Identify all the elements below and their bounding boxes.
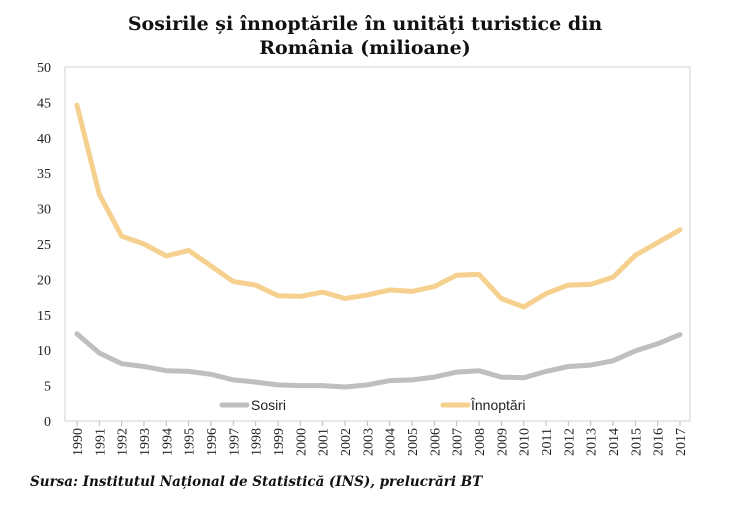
x-tick-label: 2004 — [384, 428, 399, 456]
x-tick-label: 2012 — [562, 428, 577, 456]
x-tick-label: 2017 — [674, 428, 689, 456]
x-tick-label: 2015 — [629, 428, 644, 456]
x-tick-label: 2002 — [339, 428, 354, 456]
chart-title: Sosirile și înnoptările în unități turis… — [0, 12, 730, 60]
y-tick-label: 25 — [37, 238, 51, 253]
y-tick-label: 40 — [37, 132, 51, 147]
x-axis: 1990 1991 1992 1993 1994 1995 1996 1997 1998 1999… — [71, 421, 689, 456]
x-tick-label: 2014 — [607, 428, 622, 456]
y-tick-label: 35 — [37, 167, 51, 182]
x-tick-label: 2007 — [451, 428, 466, 456]
x-tick-label: 2009 — [495, 428, 510, 456]
legend-label: Sosiri — [251, 397, 286, 413]
x-tick-label: 2006 — [428, 428, 443, 456]
chart-title-line-1: Sosirile și înnoptările în unități turis… — [127, 13, 603, 35]
legend: Sosiri Înnoptări — [219, 397, 525, 413]
y-tick-label: 15 — [37, 309, 51, 324]
plot-area-border — [64, 66, 691, 422]
x-tick-label: 1996 — [205, 428, 220, 456]
x-tick-label: 1999 — [272, 428, 287, 456]
x-tick-label: 1990 — [71, 428, 86, 456]
x-tick-label: 1994 — [160, 428, 175, 456]
x-tick-label: 2001 — [317, 428, 332, 456]
y-tick-label: 20 — [37, 273, 51, 288]
x-tick-label: 1991 — [93, 428, 108, 456]
x-tick-label: 1998 — [250, 428, 265, 456]
y-tick-label: 10 — [37, 344, 51, 359]
x-tick-label: 1993 — [138, 428, 153, 456]
y-tick-label: 45 — [37, 96, 51, 111]
x-tick-label: 2008 — [473, 428, 488, 456]
y-tick-label: 50 — [37, 61, 51, 76]
series-line-sosiri — [74, 331, 683, 390]
x-tick-label: 2016 — [652, 428, 667, 456]
x-tick-label: 1997 — [227, 428, 242, 456]
source-note: Sursa: Institutul Național de Statistică… — [30, 474, 483, 490]
x-tick-label: 2011 — [540, 428, 555, 455]
x-tick-label: 2010 — [518, 428, 533, 456]
series-line-innoptari — [74, 102, 683, 310]
y-tick-label: 30 — [37, 203, 51, 218]
x-tick-label: 2005 — [406, 428, 421, 456]
x-tick-label: 1995 — [183, 428, 198, 456]
x-tick-label: 2003 — [361, 428, 376, 456]
x-tick-label: 2000 — [294, 428, 309, 456]
y-axis: 0 5 10 15 20 25 30 35 40 45 50 — [37, 61, 51, 430]
y-tick-label: 5 — [44, 380, 51, 395]
x-tick-label: 1992 — [116, 428, 131, 456]
series-layer — [74, 102, 683, 390]
y-tick-label: 0 — [44, 415, 51, 430]
x-tick-label: 2013 — [585, 428, 600, 456]
legend-label: Înnoptări — [470, 397, 525, 413]
chart-title-line-2: România (milioane) — [259, 37, 471, 59]
